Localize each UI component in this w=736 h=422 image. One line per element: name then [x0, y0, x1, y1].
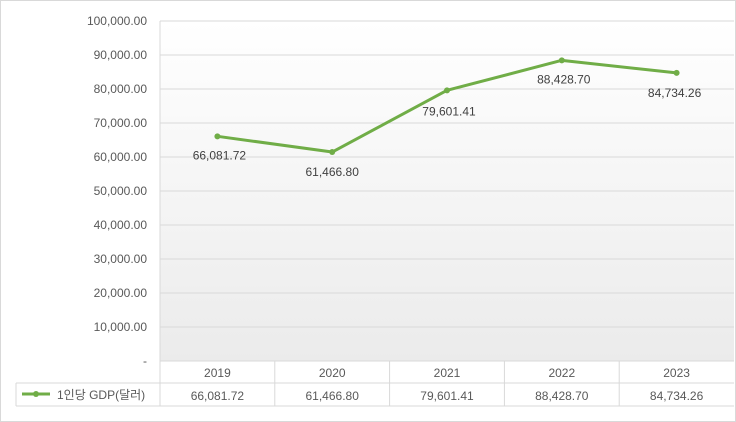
legend-series-label: 1인당 GDP(달러)	[57, 388, 145, 402]
x-category-label: 2023	[663, 366, 690, 380]
data-point	[329, 149, 336, 156]
y-tick-label: 90,000.00	[94, 48, 148, 62]
data-point	[673, 69, 680, 76]
table-value-cell: 61,466.80	[306, 389, 360, 403]
data-point	[214, 133, 221, 140]
table-value-cell: 79,601.41	[420, 389, 474, 403]
data-label: 88,428.70	[537, 72, 591, 86]
x-category-label: 2021	[434, 366, 461, 380]
table-value-cell: 66,081.72	[191, 389, 245, 403]
y-tick-label: -	[143, 354, 147, 368]
y-tick-label: 50,000.00	[94, 184, 148, 198]
legend-point-marker	[33, 391, 39, 397]
y-tick-label: 80,000.00	[94, 82, 148, 96]
x-category-label: 2020	[319, 366, 346, 380]
table-value-cell: 88,428.70	[535, 389, 589, 403]
x-category-label: 2022	[548, 366, 575, 380]
y-tick-label: 30,000.00	[94, 252, 148, 266]
data-label: 61,466.80	[306, 165, 360, 179]
data-label: 66,081.72	[193, 148, 247, 162]
y-tick-label: 70,000.00	[94, 116, 148, 130]
y-tick-label: 100,000.00	[87, 14, 147, 28]
x-category-label: 2019	[204, 366, 231, 380]
data-point	[558, 57, 565, 64]
y-tick-label: 10,000.00	[94, 320, 148, 334]
data-label: 79,601.41	[422, 104, 476, 118]
table-value-cell: 84,734.26	[650, 389, 704, 403]
y-tick-label: 40,000.00	[94, 218, 148, 232]
y-tick-label: 20,000.00	[94, 286, 148, 300]
y-tick-label: 60,000.00	[94, 150, 148, 164]
data-label: 84,734.26	[648, 86, 702, 100]
data-point	[444, 87, 450, 94]
